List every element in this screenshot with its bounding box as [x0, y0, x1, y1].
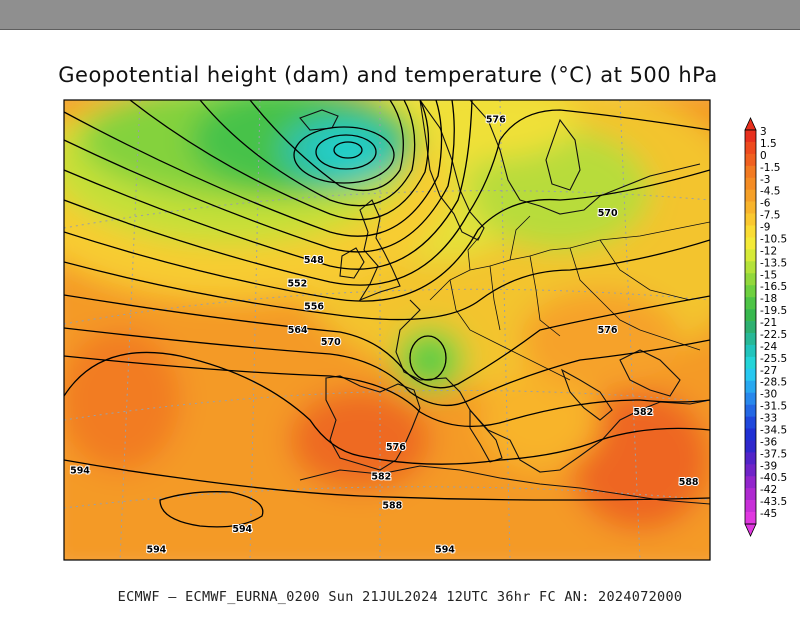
colorbar-swatch [745, 225, 756, 238]
colorbar-tick-label: -21 [760, 317, 777, 329]
colorbar-tick-label: -31.5 [760, 401, 787, 413]
colorbar-swatch [745, 380, 756, 393]
colorbar-swatch [745, 141, 756, 155]
colorbar-swatch [745, 416, 756, 429]
colorbar-tick-label: -4.5 [760, 186, 781, 198]
colorbar-tick-label: -24 [760, 341, 777, 353]
contour-label: 576 [486, 115, 506, 126]
colorbar-swatch [745, 512, 756, 525]
colorbar-swatch [745, 201, 756, 214]
colorbar-tick-label: -13.5 [760, 257, 787, 269]
contour-label: 552 [287, 278, 307, 289]
graticule [64, 100, 710, 560]
colorbar-swatch [745, 321, 756, 334]
contour-label: 588 [382, 501, 402, 512]
colorbar-swatch [745, 404, 756, 417]
contour-label: 556 [304, 302, 324, 313]
colorbar-swatch [745, 332, 756, 346]
colorbar-tick-label: -22.5 [760, 329, 787, 341]
colorbar-swatch [745, 464, 756, 477]
colorbar-arrow-bottom [744, 523, 757, 537]
colorbar-tick-label: -37.5 [760, 448, 787, 460]
colorbar-swatch [745, 309, 756, 322]
colorbar-swatch [745, 273, 756, 286]
colorbar-tick-label: -19.5 [760, 305, 787, 317]
colorbar-swatch [745, 165, 756, 179]
colorbar-swatch [745, 452, 756, 465]
colorbar-swatch [745, 392, 756, 405]
colorbar-tick-label: -42 [760, 484, 777, 496]
colorbar-frame [744, 129, 757, 525]
contour-label: 594 [70, 466, 90, 477]
contour-label: 576 [598, 325, 618, 336]
colorbar-tick-label: -9 [760, 222, 770, 234]
coastlines [299, 100, 710, 505]
colorbar-swatch [745, 500, 756, 513]
contour-label: 548 [304, 255, 324, 266]
colorbar-swatch [745, 189, 756, 202]
chart-title: Geopotential height (dam) and temperatur… [58, 63, 718, 87]
colorbar-tick-label: -15 [760, 269, 777, 281]
colorbar-tick-label: -12 [760, 245, 777, 257]
colorbar-swatch [745, 237, 756, 250]
colorbar-tick-label: -10.5 [760, 233, 787, 245]
colorbar-swatch [745, 344, 756, 358]
colorbar-swatch [745, 368, 756, 382]
colorbar-tick-label: -6 [760, 198, 771, 210]
contour-label: 570 [598, 208, 618, 219]
colorbar-tick-label: -43.5 [760, 496, 787, 508]
colorbar-swatch [745, 356, 756, 370]
colorbar-tick-label: -39 [760, 460, 777, 472]
colorbar-tick-label: -30 [760, 389, 777, 401]
colorbar-tick-label: -33 [760, 413, 777, 425]
country-borders [429, 215, 710, 381]
colorbar-swatch [745, 476, 756, 489]
colorbar-tick-label: 1.5 [760, 138, 777, 150]
colorbar-swatch [745, 285, 756, 298]
colorbar-swatch [745, 428, 756, 441]
colorbar-tick-label: -28.5 [760, 377, 787, 389]
colorbar-tick-label: -36 [760, 436, 777, 448]
contour-label: 594 [232, 524, 252, 535]
colorbar-tick-label: 3 [760, 126, 767, 138]
colorbar-tick-label: -45 [760, 508, 777, 520]
colorbar-swatch [745, 488, 756, 501]
colorbar-swatch [745, 130, 756, 143]
contour-label: 588 [679, 477, 699, 488]
contour-label: 564 [288, 325, 308, 336]
colorbar-arrow-top [744, 117, 757, 131]
colorbar-tick-label: -27 [760, 365, 777, 377]
colorbar-swatch [745, 213, 756, 226]
geopotential-contours [64, 100, 710, 528]
colorbar-tick-label: -34.5 [760, 424, 787, 436]
contour-label: 594 [146, 545, 166, 556]
colorbar-swatch [745, 153, 756, 167]
contour-label: 594 [435, 545, 455, 556]
colorbar-swatch [745, 249, 756, 262]
footer-run-info: ECMWF – ECMWF_EURNA_0200 Sun 21JUL2024 1… [117, 589, 683, 605]
temperature-colorbar: 31.50-1.5-3-4.5-6-7.5-9-10.5-12-13.5-15-… [744, 117, 787, 537]
colorbar-swatch [745, 177, 756, 190]
colorbar-tick-label: -3 [760, 174, 770, 186]
colorbar-tick-label: -25.5 [760, 353, 787, 365]
contour-label: 576 [386, 442, 406, 453]
contour-label: 582 [633, 407, 653, 418]
colorbar-tick-label: -18 [760, 293, 777, 305]
colorbar-tick-label: -1.5 [760, 162, 781, 174]
map-frame [63, 99, 711, 561]
colorbar-tick-label: 0 [760, 150, 767, 162]
colorbar-swatch [745, 261, 756, 274]
colorbar-tick-label: -7.5 [760, 210, 781, 222]
colorbar-tick-label: -40.5 [760, 472, 787, 484]
map-area: 548 552 556 564 570 576 570 576 582 588 576 582 588 5… [64, 100, 710, 560]
window-title-bar [0, 0, 800, 30]
contour-label: 582 [371, 471, 391, 482]
colorbar-swatch [745, 297, 756, 310]
colorbar-tick-label: -16.5 [760, 281, 787, 293]
colorbar-swatch [745, 440, 756, 453]
contour-labels: 548 552 556 564 570 576 570 576 582 588 576 582 588 5… [69, 114, 700, 557]
contour-label: 570 [321, 337, 341, 348]
